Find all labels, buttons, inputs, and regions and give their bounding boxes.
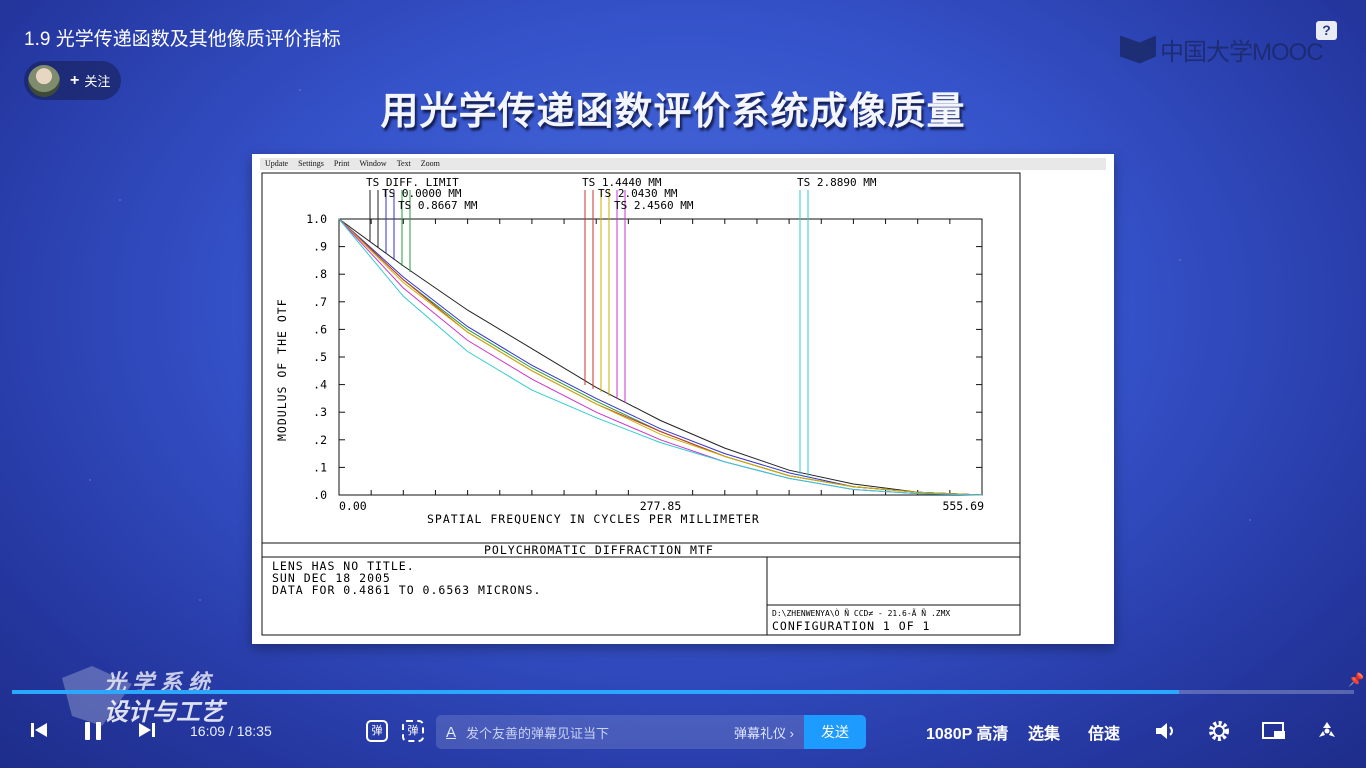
info-lens-title: LENS HAS NO TITLE. <box>272 559 415 573</box>
send-button[interactable]: 发送 <box>804 715 866 749</box>
mtf-series-line <box>338 218 983 496</box>
y-axis-label: MODULUS OF THE OTF <box>275 298 289 441</box>
quality-button[interactable]: 1080P 高清 <box>926 726 1009 743</box>
menu-print[interactable]: Print <box>333 159 350 168</box>
plus-icon: + <box>70 71 80 89</box>
speed-button[interactable]: 倍速 <box>1088 726 1121 743</box>
danmu-input-box: A 发个友善的弹幕见证当下 弹幕礼仪 › 发送 <box>436 715 866 749</box>
x-tick-label: 0.00 <box>339 499 367 513</box>
mooc-logo: 中国大学MOOC <box>1120 32 1324 67</box>
chart-frame <box>261 172 1021 636</box>
x-tick-label: 555.69 <box>942 499 984 513</box>
uploader-pill: + 关注 <box>24 61 121 100</box>
mtf-series-line <box>338 218 983 496</box>
progress-fill <box>12 690 1179 694</box>
next-icon[interactable] <box>138 721 156 744</box>
menu-settings[interactable]: Settings <box>298 159 324 168</box>
legend-markers <box>369 190 809 478</box>
legend-label-1444: TS 1.4440 MM <box>582 176 662 189</box>
pin-icon[interactable]: 📌 <box>1348 672 1365 687</box>
menu-zoom[interactable]: Zoom <box>420 159 440 168</box>
menu-window[interactable]: Window <box>359 159 387 168</box>
danmu-input[interactable]: 发个友善的弹幕见证当下 <box>466 725 610 741</box>
mooc-logo-icon <box>1120 35 1156 64</box>
mtf-series-line <box>338 218 983 496</box>
x-axis-label: SPATIAL FREQUENCY IN CYCLES PER MILLIMET… <box>427 512 760 526</box>
follow-button[interactable]: + 关注 <box>70 71 110 90</box>
legend-label-2043: TS 2.0430 MM <box>598 187 678 200</box>
legend-label-2889: TS 2.8890 MM <box>797 176 877 189</box>
fullscreen-icon[interactable] <box>1316 720 1338 747</box>
mooc-logo-text: 中国大学MOOC <box>1160 39 1324 66</box>
help-button[interactable]: ? <box>1316 21 1337 40</box>
menu-text[interactable]: Text <box>396 159 411 168</box>
x-tick-label: 277.85 <box>640 499 682 513</box>
menu-update[interactable]: Update <box>265 159 289 168</box>
mtf-series-line <box>338 218 983 496</box>
plot-area <box>338 218 983 496</box>
legend-label-0000: TS 0.0000 MM <box>382 187 462 200</box>
mtf-series-line <box>338 218 983 496</box>
x-axis-ticks: 0.00 277.85 555.69 <box>338 219 984 513</box>
y-tick-label: .5 <box>313 350 327 364</box>
duration: 18:35 <box>236 723 272 739</box>
chart-title: POLYCHROMATIC DIFFRACTION MTF <box>484 543 714 557</box>
y-tick-label: .3 <box>313 405 327 419</box>
settings-gear-icon[interactable] <box>1208 720 1230 747</box>
danmu-settings-icon[interactable]: 弹 <box>402 720 424 742</box>
y-tick-label: .7 <box>313 295 327 309</box>
follow-label: 关注 <box>84 74 111 89</box>
pause-icon[interactable] <box>82 720 104 747</box>
previous-icon[interactable] <box>30 721 48 744</box>
y-tick-label: .0 <box>313 488 327 502</box>
picture-in-picture-icon[interactable] <box>1262 721 1286 746</box>
legend-label-diff: TS DIFF. LIMIT <box>366 176 459 189</box>
y-axis-ticks: 1.0 .9 .8 .7 .6 .5 .4 .3 .2 .1 .0 <box>306 212 982 502</box>
y-tick-label: .6 <box>313 322 327 336</box>
legend-label-2456: TS 2.4560 MM <box>614 199 694 212</box>
zemax-window: Update Settings Print Window Text Zoom 1… <box>252 154 1114 644</box>
info-date: SUN DEC 18 2005 <box>272 571 391 585</box>
y-tick-label: .9 <box>313 240 327 254</box>
y-tick-label: 1.0 <box>306 212 327 226</box>
volume-icon[interactable] <box>1154 720 1176 747</box>
file-path: D:\ZHENWENYA\Ò Ñ CCD≠ - 21.6-Ã Ñ .ZMX <box>772 607 950 618</box>
current-time: 16:09 <box>190 723 226 739</box>
y-tick-label: .1 <box>313 460 327 474</box>
progress-bar[interactable] <box>12 690 1354 694</box>
danmu-toggle-icon[interactable]: 弹 <box>366 720 388 742</box>
time-display: 16:09 / 18:35 <box>190 723 272 739</box>
danmu-etiquette-link[interactable]: 弹幕礼仪 › <box>734 725 794 741</box>
mtf-curves <box>338 218 983 496</box>
time-separator: / <box>228 723 237 739</box>
episodes-button[interactable]: 选集 <box>1028 726 1061 743</box>
y-tick-label: .8 <box>313 267 327 281</box>
avatar[interactable] <box>28 64 60 97</box>
y-tick-label: .4 <box>313 378 327 392</box>
configuration-label: CONFIGURATION 1 OF 1 <box>772 619 930 633</box>
mtf-series-line <box>338 218 983 496</box>
mtf-chart: 1.0 .9 .8 .7 .6 .5 .4 .3 .2 .1 .0 0.00 277.85 555.69… <box>261 172 1021 636</box>
mtf-series-line <box>338 218 983 496</box>
video-title: 1.9 光学传递函数及其他像质评价指标 <box>24 29 341 50</box>
y-tick-label: .2 <box>313 433 327 447</box>
info-wavelength: DATA FOR 0.4861 TO 0.6563 MICRONS. <box>272 583 541 597</box>
danmu-style-icon[interactable]: A <box>446 723 457 741</box>
watermark-line2: 设计与工艺 <box>104 699 228 726</box>
zemax-menubar: Update Settings Print Window Text Zoom <box>260 158 1106 170</box>
slide-heading: 用光学传递函数评价系统成像质量 <box>380 91 966 133</box>
legend-label-0867: TS 0.8667 MM <box>398 199 478 212</box>
